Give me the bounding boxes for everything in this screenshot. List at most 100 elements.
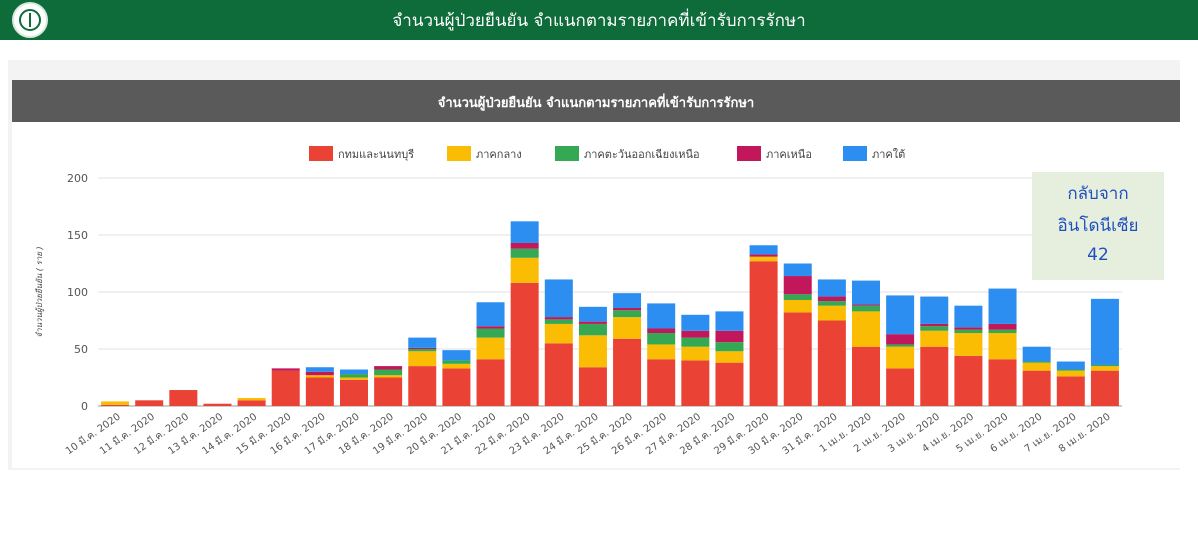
bar-segment [408, 347, 437, 349]
bar-segment [510, 257, 539, 283]
bar-segment [613, 310, 642, 318]
bar-segment [544, 279, 573, 318]
legend-label: ภาคตะวันออกเฉียงเหนือ [584, 148, 700, 161]
bar-segment [442, 360, 471, 364]
bar-segment [954, 355, 983, 406]
legend-label: ภาคกลาง [476, 148, 522, 161]
chart-card-header: จำนวนผู้ป่วยยืนยัน จำแนกตามรายภาคที่เข้า… [12, 80, 1180, 122]
bar-segment [1022, 361, 1051, 363]
bar-segment [408, 337, 437, 348]
bar-segment [920, 323, 949, 327]
bar-segment [578, 321, 607, 324]
y-tick-label: 200 [67, 172, 88, 185]
y-axis-label: จำนวนผู้ป่วยยืนยัน ( ราย ) [35, 246, 45, 337]
bar-segment [1022, 362, 1051, 371]
bar-segment [408, 351, 437, 367]
bar-segment [886, 368, 915, 406]
bar-segment [442, 350, 471, 361]
bar-segment [1056, 376, 1085, 406]
bar-segment [783, 294, 812, 300]
bar-segment [817, 279, 846, 297]
bar-segment [135, 400, 164, 406]
bar-segment [340, 379, 368, 406]
bar-segment [578, 306, 607, 322]
bar-segment [954, 333, 983, 356]
bar-segment [203, 403, 232, 406]
bar-segment [305, 375, 334, 378]
bar-segment [749, 245, 778, 255]
bar-segment [1090, 364, 1119, 367]
bar-segment [783, 263, 812, 277]
bar-segment [783, 312, 812, 406]
bar-segment [1056, 370, 1085, 377]
bar-segment [681, 330, 710, 338]
bar-segment [408, 349, 437, 352]
bar-segment [101, 401, 130, 405]
bar-segment [305, 377, 334, 406]
bar-segment [544, 317, 573, 320]
bar-segment [920, 296, 949, 324]
legend-swatch [309, 146, 333, 161]
bar-segment [476, 337, 505, 360]
bar-segment [1090, 370, 1119, 406]
y-tick-label: 100 [67, 286, 88, 299]
bar-segment [1022, 346, 1051, 362]
page-title: จำนวนผู้ป่วยยืนยัน จำแนกตามรายภาคที่เข้า… [392, 11, 806, 31]
bar-segment [305, 367, 334, 372]
bar-segment [886, 344, 915, 347]
bar-segment [237, 400, 266, 406]
bar-segment [852, 346, 880, 406]
bar-segment [544, 319, 573, 324]
bar-segment [271, 368, 300, 371]
bar-segment [817, 320, 846, 406]
y-tick-label: 150 [67, 229, 88, 242]
bar-segment [783, 276, 812, 295]
bar-segment [647, 328, 676, 334]
bar-segment [169, 390, 198, 406]
bar-segment [681, 346, 710, 361]
bar-segment [613, 317, 642, 339]
bar-segment [510, 282, 539, 406]
bar-segment [1056, 361, 1085, 370]
bar-segment [408, 366, 437, 406]
bar-segment [647, 344, 676, 360]
bar-segment [715, 311, 744, 331]
legend-swatch [737, 146, 761, 161]
bar-segment [954, 305, 983, 328]
bar-segment [578, 323, 607, 336]
bar-segment [715, 330, 744, 343]
bar-segment [1090, 366, 1119, 371]
bar-segment [681, 337, 710, 347]
bar-segment [101, 404, 130, 406]
bar-segment [237, 398, 266, 401]
bar-segment [988, 333, 1017, 360]
bar-segment [749, 256, 778, 262]
legend-swatch [843, 146, 867, 161]
annotation-box: กลับจาก อินโดนีเซีย 42 [1032, 172, 1164, 280]
bar-segment [476, 326, 505, 329]
bar-segment [613, 293, 642, 308]
annotation-line-1: กลับจาก [1067, 184, 1129, 204]
bar-segment [442, 363, 471, 369]
annotation-line-2: อินโดนีเซีย [1057, 216, 1139, 236]
bar-segment [852, 311, 880, 347]
bar-segment [715, 362, 744, 406]
bar-segment [817, 296, 846, 302]
bar-segment [442, 368, 471, 406]
bar-segment [578, 335, 607, 368]
bar-segment [749, 254, 778, 257]
legend-label: ภาคเหนือ [766, 148, 812, 161]
bar-segment [920, 326, 949, 331]
annotation-value: 42 [1087, 245, 1109, 265]
bar-segment [715, 351, 744, 363]
ministry-logo-icon [12, 2, 48, 38]
bar-segment [544, 343, 573, 406]
bar-segment [374, 375, 403, 378]
bar-segment [715, 342, 744, 352]
bar-segment [305, 371, 334, 376]
bar-segment [578, 367, 607, 406]
bar-segment [647, 303, 676, 329]
chart-card-title: จำนวนผู้ป่วยยืนยัน จำแนกตามรายภาคที่เข้า… [437, 96, 755, 111]
bar-segment [340, 369, 368, 375]
